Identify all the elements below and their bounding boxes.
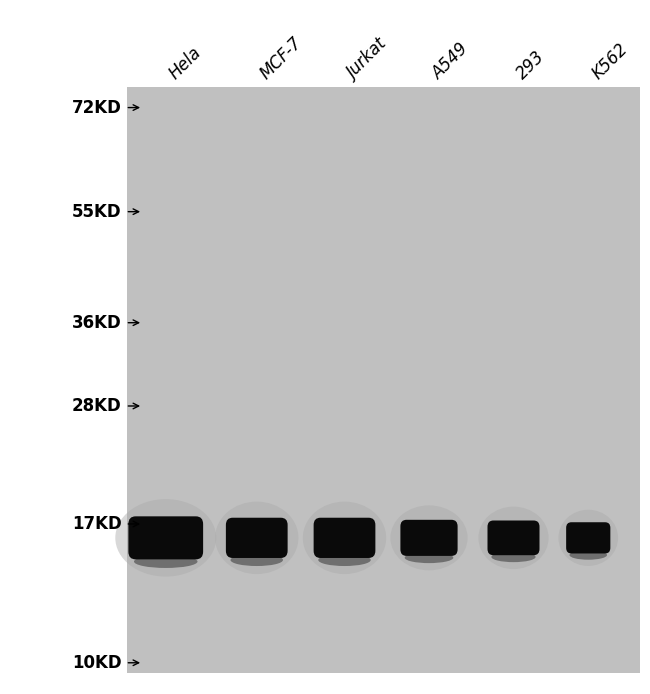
Text: A549: A549 [429,40,473,83]
Text: 36KD: 36KD [72,314,122,332]
Ellipse shape [558,509,618,566]
Text: 72KD: 72KD [72,99,122,117]
Ellipse shape [405,552,453,563]
Text: Hela: Hela [166,44,205,83]
FancyBboxPatch shape [129,516,203,559]
FancyBboxPatch shape [313,518,376,558]
Ellipse shape [478,507,549,569]
FancyBboxPatch shape [400,520,458,556]
Ellipse shape [303,502,386,574]
Ellipse shape [491,552,536,562]
Text: Jurkat: Jurkat [344,36,391,83]
Text: MCF-7: MCF-7 [257,34,306,83]
Text: 17KD: 17KD [72,515,122,533]
Ellipse shape [391,505,467,570]
Ellipse shape [318,554,370,566]
Ellipse shape [231,554,283,566]
Text: 293: 293 [514,48,549,83]
Text: 55KD: 55KD [72,203,122,221]
Text: 28KD: 28KD [72,397,122,415]
Ellipse shape [115,499,216,577]
Text: K562: K562 [588,40,631,83]
Ellipse shape [569,550,607,559]
Bar [127,87,640,673]
FancyBboxPatch shape [488,520,540,555]
FancyBboxPatch shape [226,518,287,558]
Ellipse shape [215,502,298,574]
Ellipse shape [134,555,198,568]
FancyBboxPatch shape [566,523,610,554]
Text: 10KD: 10KD [72,654,122,672]
